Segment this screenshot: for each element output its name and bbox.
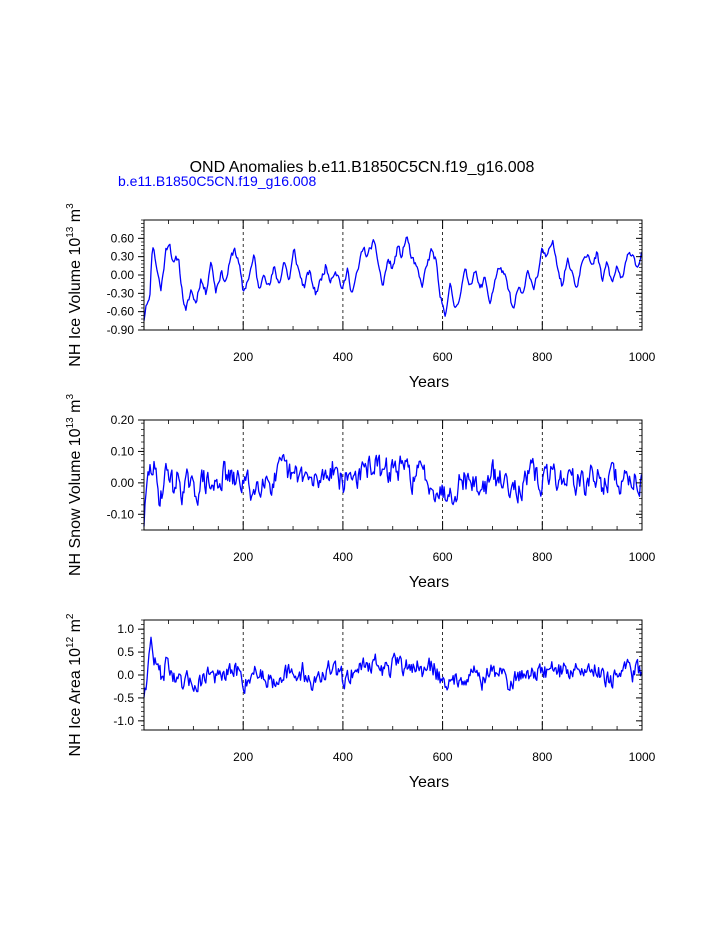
y-axis-title-unit-exp: 3: [65, 394, 76, 400]
plot-frame: [143, 219, 643, 331]
x-tick-label: 1000: [629, 550, 656, 564]
x-tick-label: 400: [333, 550, 353, 564]
x-axis-title: Years: [409, 374, 449, 391]
y-tick-label: 0.20: [111, 413, 135, 427]
x-tick-label: 400: [333, 750, 353, 764]
y-axis-title-unit: m: [67, 619, 84, 637]
x-axis-title: Years: [409, 574, 449, 591]
y-axis-title-exp: 12: [65, 636, 76, 648]
y-tick-label: 0.60: [111, 231, 135, 245]
y-tick-label: 0.00: [111, 476, 135, 490]
x-tick-label: 600: [433, 350, 453, 364]
y-tick-label: 0.10: [111, 444, 135, 458]
y-axis-title-text: NH Ice Volume 10: [67, 238, 84, 367]
y-tick-label: 0.00: [111, 268, 135, 282]
x-tick-label: 800: [532, 550, 552, 564]
x-tick-label: 200: [233, 550, 253, 564]
x-tick-label: 800: [532, 350, 552, 364]
y-axis-title-text: NH Ice Area 10: [67, 648, 84, 757]
y-tick-label: -0.60: [107, 305, 135, 319]
y-axis-title-text: NH Snow Volume 10: [67, 428, 84, 576]
y-axis-title-unit-exp: 2: [65, 613, 76, 619]
y-axis-title-exp: 13: [65, 417, 76, 429]
panel-nh-ice-area: 200 400 600 800 1000 -1.0 -0.5 0.0 0.5 1.0 Years NH…: [65, 613, 656, 791]
y-tick-label: -0.90: [107, 323, 135, 337]
series-line: [143, 636, 643, 698]
panel-nh-snow-volume: 200 400 600 800 1000 -0.10 0.00 0.10 0.20 Years NH…: [65, 394, 656, 591]
x-tick-label: 800: [532, 750, 552, 764]
y-axis-title: NH Ice Area 1012 m2: [65, 613, 84, 756]
x-axis-title: Years: [409, 774, 449, 791]
y-tick-label: 0.0: [117, 668, 134, 682]
y-tick-label: 0.5: [117, 645, 134, 659]
y-axis-title-unit: m: [67, 400, 84, 418]
y-tick-label: -0.5: [113, 691, 134, 705]
x-tick-label: 600: [433, 750, 453, 764]
y-tick-label: -0.10: [107, 507, 135, 521]
series-line: [143, 453, 643, 527]
x-tick-label: 400: [333, 350, 353, 364]
panel-nh-ice-volume: 200 400 600 800 1000 -0.90 -0.60 -0.30 0.00 0.30 0…: [65, 203, 656, 391]
y-tick-label: 0.30: [111, 250, 135, 264]
panels: 200 400 600 800 1000 -0.90 -0.60 -0.30 0.00 0.30 0…: [65, 203, 656, 791]
x-tick-label: 600: [433, 550, 453, 564]
x-tick-label: 200: [233, 350, 253, 364]
y-axis-title-unit-exp: 3: [65, 203, 76, 209]
series-line: [143, 236, 643, 321]
y-axis-title: NH Ice Volume 1013 m3: [65, 203, 84, 367]
y-axis-title-unit: m: [67, 209, 84, 227]
x-tick-label: 200: [233, 750, 253, 764]
y-tick-label: 1.0: [117, 622, 134, 636]
y-axis-title-exp: 13: [65, 226, 76, 238]
main-title: OND Anomalies b.e11.B1850C5CN.f19_g16.00…: [190, 159, 535, 176]
subtitle: b.e11.B1850C5CN.f19_g16.008: [118, 173, 316, 189]
y-tick-label: -0.30: [107, 286, 135, 300]
y-axis-title: NH Snow Volume 1013 m3: [65, 394, 84, 577]
x-tick-label: 1000: [629, 750, 656, 764]
x-tick-label: 1000: [629, 350, 656, 364]
y-tick-label: -1.0: [113, 714, 134, 728]
